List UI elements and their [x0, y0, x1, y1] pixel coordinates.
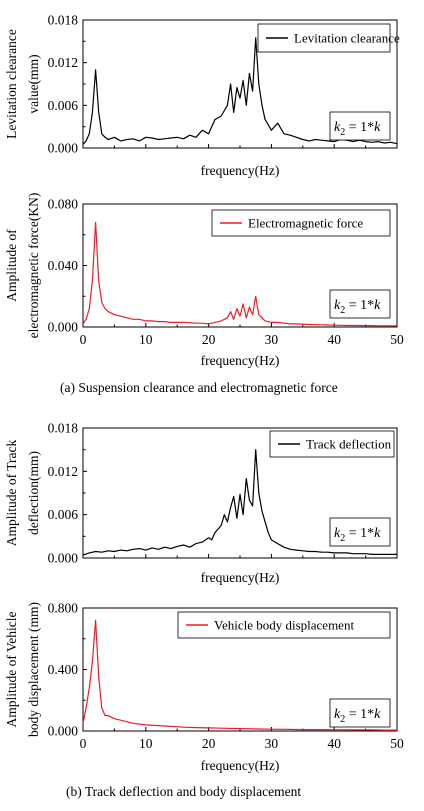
legend-label: Levitation clearance: [294, 31, 400, 46]
y-axis-label-line: Levitation clearance: [4, 29, 19, 139]
x-tick-label: 30: [265, 332, 279, 347]
x-axis-label: frequency(Hz): [201, 163, 280, 178]
x-tick-label: 40: [327, 736, 341, 751]
y-axis-label-line: electromagnetic force(KN): [26, 193, 41, 339]
x-tick-label: 50: [390, 332, 404, 347]
x-tick-label: 20: [202, 736, 216, 751]
y-tick-label: 0.018: [48, 421, 79, 436]
caption-a: (a) Suspension clearance and electromagn…: [60, 380, 338, 395]
x-tick-label: 0: [80, 736, 87, 751]
y-tick-label: 0.000: [48, 320, 79, 335]
x-tick-label: 0: [80, 332, 87, 347]
y-tick-label: 0.006: [48, 507, 79, 522]
y-tick-label: 0.018: [48, 13, 79, 28]
y-axis-label-line: deflection(mm): [26, 451, 41, 535]
y-tick-label: 0.000: [48, 141, 79, 156]
x-tick-label: 50: [390, 736, 404, 751]
x-tick-label: 20: [202, 332, 216, 347]
y-tick-label: 0.012: [48, 55, 78, 70]
x-tick-label: 30: [265, 736, 279, 751]
legend-label: Vehicle body displacement: [214, 618, 354, 633]
y-axis-label-line: Amplitude of: [4, 229, 19, 302]
y-axis-label-line: body displacement (mm): [26, 602, 41, 737]
y-tick-label: 0.006: [48, 98, 79, 113]
x-tick-label: 10: [139, 332, 153, 347]
x-axis-label: frequency(Hz): [201, 758, 280, 773]
y-tick-label: 0.800: [48, 601, 79, 616]
x-axis-label: frequency(Hz): [201, 570, 280, 585]
x-tick-label: 40: [327, 332, 341, 347]
legend-label: Electromagnetic force: [248, 216, 363, 231]
y-axis-label-line: Amplitude of Track: [4, 440, 19, 547]
y-axis-label-line: Amplitude of Vehicle: [4, 612, 19, 728]
y-tick-label: 0.400: [48, 662, 79, 677]
x-axis-label: frequency(Hz): [201, 353, 280, 368]
y-axis-label-line: value(mm): [26, 54, 41, 113]
caption-b: (b) Track deflection and body displaceme…: [66, 784, 301, 799]
y-tick-label: 0.000: [48, 551, 79, 566]
y-tick-label: 0.040: [48, 258, 79, 273]
y-tick-label: 0.000: [48, 724, 79, 739]
chart-panel-2: 0.000 0.040 0.080 0 10 20 30 40 50 frequency(Hz) A…: [4, 193, 404, 368]
x-tick-label: 10: [139, 736, 153, 751]
chart-panel-4: 0.000 0.400 0.800 0 10 20 30 40 50 frequency(Hz) A…: [4, 601, 404, 774]
chart-panel-1: 0.000 0.006 0.012 0.018 frequency(Hz) Levitat…: [4, 13, 400, 179]
y-tick-label: 0.080: [48, 197, 79, 212]
legend-label: Track deflection: [306, 437, 392, 452]
chart-panel-3: 0.000 0.006 0.012 0.018 frequency(Hz) Amplitu…: [4, 421, 397, 586]
y-tick-label: 0.012: [48, 464, 78, 479]
